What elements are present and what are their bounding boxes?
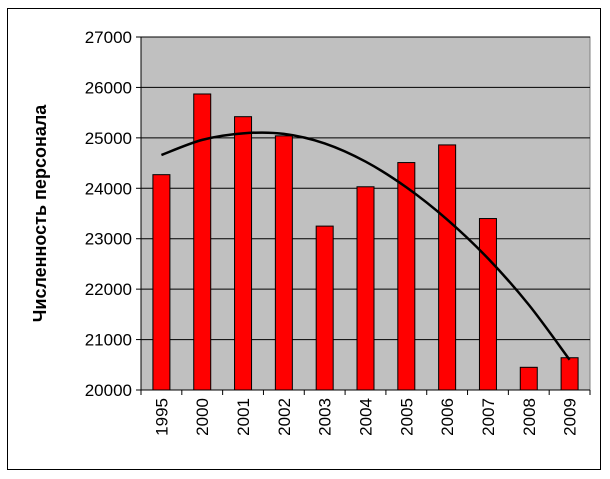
x-tick-labels: 1995 2000 2001 2002 2003 2004 2005 2006 2007 2008… — [152, 398, 579, 436]
x-tick-label: 2009 — [561, 398, 580, 436]
x-tick-label: 2005 — [397, 398, 416, 436]
x-tick-label: 2001 — [234, 398, 253, 436]
y-tick-label: 23000 — [85, 230, 132, 249]
y-tick-labels: 20000 21000 22000 23000 24000 25000 26000 27000 — [85, 28, 132, 400]
bar — [356, 186, 375, 391]
x-tick-label: 2003 — [316, 398, 335, 436]
bar — [519, 366, 538, 391]
y-tick-label: 21000 — [85, 331, 132, 350]
x-tick-label: 2006 — [438, 398, 457, 436]
y-tick-label: 20000 — [85, 381, 132, 400]
y-tick-label: 22000 — [85, 280, 132, 299]
bar — [478, 218, 497, 391]
bar — [315, 225, 334, 391]
bar — [234, 116, 253, 391]
bar — [397, 162, 416, 391]
y-axis-label: Численность персонала — [30, 104, 50, 323]
trendline — [160, 131, 571, 361]
y-tick-label: 27000 — [85, 28, 132, 47]
y-tick-label: 25000 — [85, 129, 132, 148]
y-tick-label: 26000 — [85, 78, 132, 97]
x-tick-label: 2004 — [357, 398, 376, 436]
bar — [560, 357, 579, 391]
x-tick-label: 1995 — [152, 398, 171, 436]
bar — [274, 135, 293, 391]
x-tick-label: 2002 — [275, 398, 294, 436]
axes — [136, 36, 591, 395]
bar — [438, 144, 457, 391]
y-tick-label: 24000 — [85, 179, 132, 198]
x-tick-label: 2007 — [479, 398, 498, 436]
bar — [152, 174, 171, 391]
x-tick-label: 2008 — [520, 398, 539, 436]
x-tick-label: 2000 — [193, 398, 212, 436]
bars — [152, 93, 579, 391]
